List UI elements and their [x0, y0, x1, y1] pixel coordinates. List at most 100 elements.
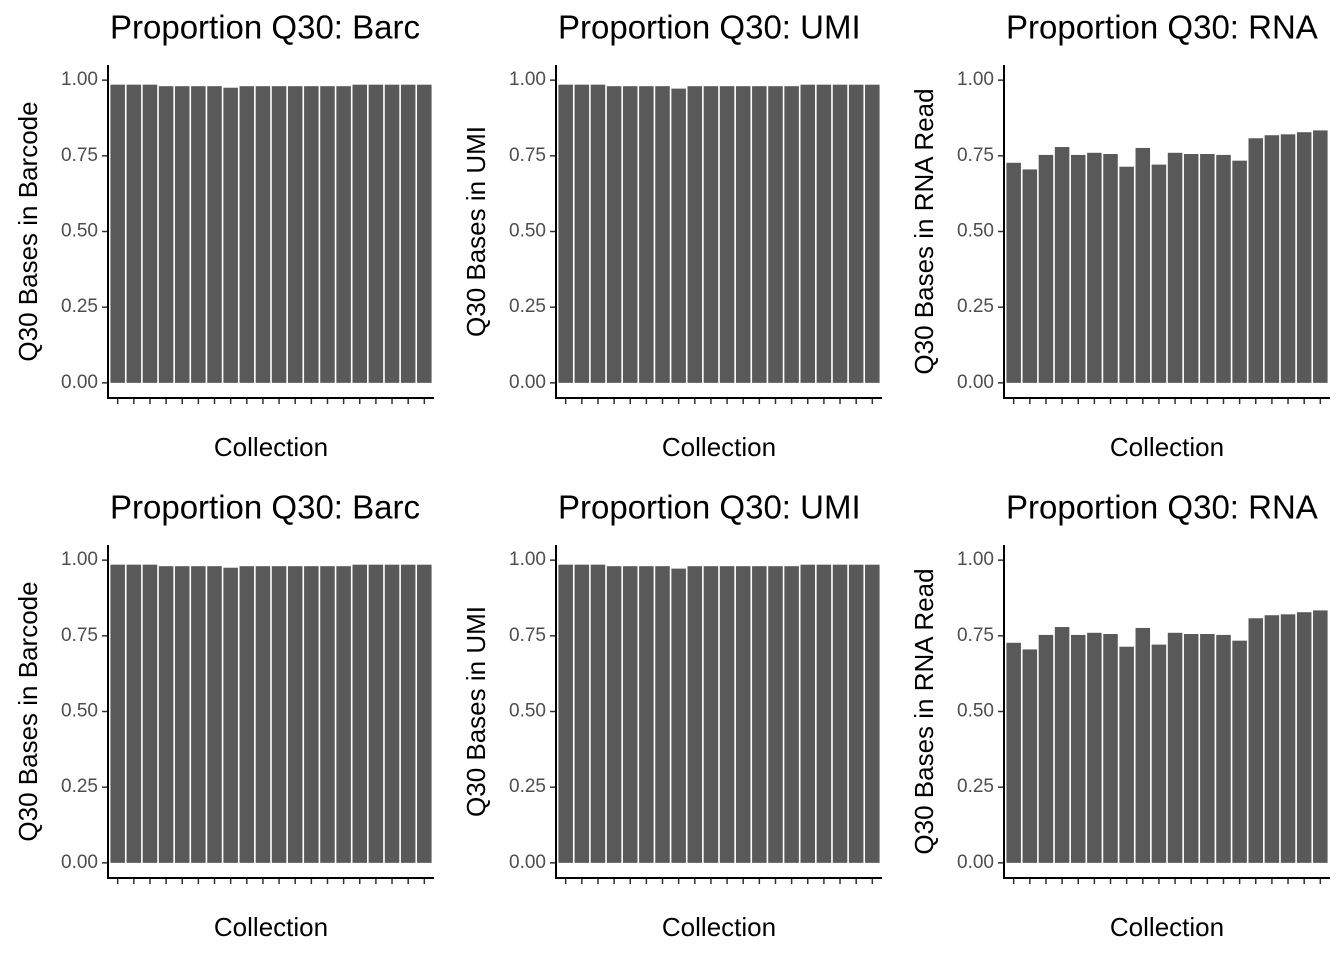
bar	[304, 566, 319, 863]
panel: Proportion Q30: UMI Q30 Bases in UMI Colle…	[461, 9, 882, 462]
bar	[752, 86, 767, 383]
bar	[784, 566, 799, 863]
bar	[1151, 644, 1167, 863]
bar	[1070, 634, 1086, 863]
bar	[110, 564, 125, 863]
bar	[558, 84, 573, 383]
chart-title: Proportion Q30: Barc	[110, 489, 420, 526]
bar	[239, 566, 255, 863]
bar	[400, 564, 416, 863]
panel: Proportion Q30: RNA Q30 Bases in RNA Read…	[909, 9, 1330, 462]
y-tick-label: 0.00	[957, 372, 994, 393]
panel: Proportion Q30: Barc Q30 Bases in Barcode…	[13, 9, 434, 462]
y-tick-label: 0.25	[957, 296, 994, 317]
bar	[622, 566, 638, 863]
bar	[816, 84, 832, 383]
bar	[655, 86, 670, 383]
bar	[1006, 162, 1021, 383]
bar	[271, 86, 287, 383]
y-tick-label: 0.50	[61, 221, 98, 242]
bar	[368, 84, 384, 383]
chart-title: Proportion Q30: RNA	[1006, 9, 1318, 46]
y-tick-label: 0.25	[61, 776, 98, 797]
bar	[1167, 632, 1183, 863]
bar	[735, 566, 751, 863]
bar	[1280, 614, 1296, 863]
bar	[1296, 612, 1312, 863]
bar	[110, 84, 125, 383]
y-tick-label: 0.00	[61, 852, 98, 873]
bar	[800, 84, 816, 383]
bar	[1054, 627, 1070, 863]
panel: Proportion Q30: RNA Q30 Bases in RNA Read…	[909, 489, 1330, 942]
y-tick-label: 0.00	[509, 852, 546, 873]
bar	[174, 86, 190, 383]
bar	[304, 86, 319, 383]
bar	[832, 84, 848, 383]
bar	[1183, 634, 1199, 863]
bar	[768, 86, 783, 383]
bar	[417, 564, 432, 863]
y-axis-title: Q30 Bases in Barcode	[13, 101, 43, 361]
y-tick-label: 0.75	[509, 625, 546, 646]
y-tick-label: 1.00	[957, 549, 994, 570]
panel: Proportion Q30: Barc Q30 Bases in Barcode…	[13, 489, 434, 942]
y-tick-label: 1.00	[61, 69, 98, 90]
y-tick-label: 0.50	[957, 221, 994, 242]
bar	[671, 568, 686, 863]
chart-title: Proportion Q30: UMI	[558, 489, 861, 526]
bar	[1216, 154, 1231, 383]
bar	[832, 564, 848, 863]
bar	[1135, 627, 1151, 863]
bar	[848, 84, 864, 383]
y-tick-label: 0.25	[509, 296, 546, 317]
bar	[352, 564, 368, 863]
bar	[320, 566, 335, 863]
bar	[158, 566, 174, 863]
y-tick-label: 0.75	[61, 625, 98, 646]
x-axis-title: Collection	[1110, 912, 1224, 942]
y-tick-label: 1.00	[509, 69, 546, 90]
bar	[622, 86, 638, 383]
bar	[400, 84, 416, 383]
bar	[1038, 154, 1054, 383]
panel: Proportion Q30: UMI Q30 Bases in UMI Colle…	[461, 489, 882, 942]
y-axis-title: Q30 Bases in UMI	[461, 606, 491, 817]
bar	[865, 564, 880, 863]
bar	[606, 566, 622, 863]
bar	[703, 566, 719, 863]
bar	[671, 88, 686, 383]
x-axis-title: Collection	[1110, 432, 1224, 462]
y-tick-label: 1.00	[957, 69, 994, 90]
bar	[1167, 152, 1183, 383]
bar	[768, 566, 783, 863]
bar	[1232, 160, 1247, 383]
bar	[719, 86, 735, 383]
bar	[207, 566, 222, 863]
bar	[703, 86, 719, 383]
y-axis-title: Q30 Bases in RNA Read	[909, 88, 939, 374]
bar	[784, 86, 799, 383]
bar	[368, 564, 384, 863]
y-tick-label: 0.25	[61, 296, 98, 317]
y-tick-label: 0.00	[509, 372, 546, 393]
y-tick-label: 0.50	[509, 221, 546, 242]
y-axis-title: Q30 Bases in UMI	[461, 126, 491, 337]
bar	[1264, 615, 1280, 863]
bar	[1248, 138, 1264, 383]
bar	[735, 86, 751, 383]
x-axis-title: Collection	[662, 432, 776, 462]
y-tick-label: 0.00	[61, 372, 98, 393]
y-axis-title: Q30 Bases in RNA Read	[909, 568, 939, 854]
bar	[590, 564, 606, 863]
bar	[287, 566, 303, 863]
bar	[255, 566, 271, 863]
y-tick-label: 0.75	[509, 145, 546, 166]
y-tick-label: 0.75	[61, 145, 98, 166]
y-tick-label: 0.75	[957, 145, 994, 166]
bar	[606, 86, 622, 383]
bar	[1087, 152, 1102, 383]
bar	[417, 84, 432, 383]
